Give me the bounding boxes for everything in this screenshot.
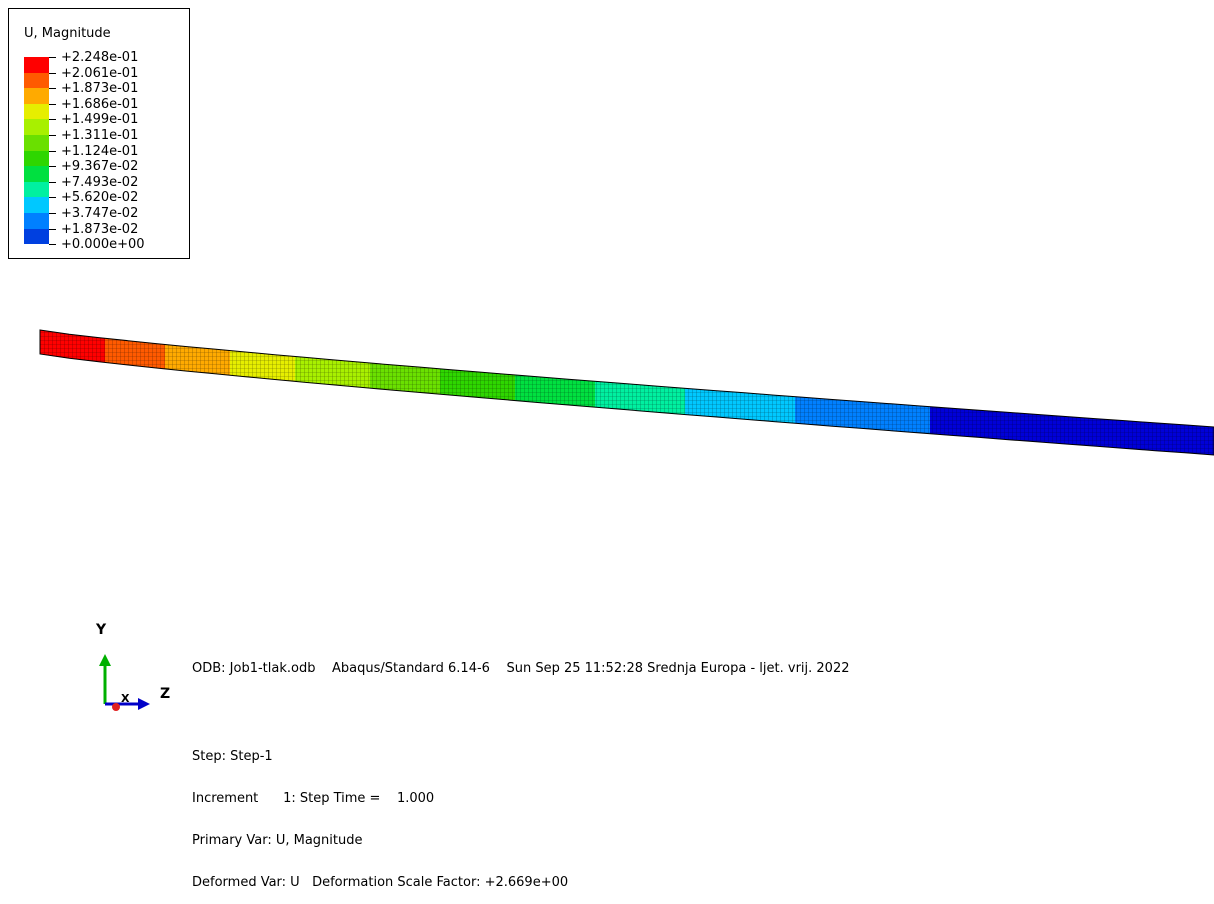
beam-mesh-overlay (515, 375, 595, 408)
beam-mesh-overlay (230, 350, 295, 382)
legend-swatch (24, 212, 49, 229)
beam-mesh-overlay (370, 363, 440, 395)
legend-value-label: +0.000e+00 (61, 237, 145, 253)
legend-value-label: +5.620e-02 (61, 190, 139, 206)
legend-swatch (24, 57, 49, 73)
legend-value-label: +9.367e-02 (61, 159, 139, 175)
legend-swatch (24, 119, 49, 135)
beam-mesh-overlay (440, 368, 515, 401)
legend-entry: +1.873e-02 (49, 223, 189, 239)
legend-entry: +1.311e-01 (49, 129, 189, 145)
odb-info-line: ODB: Job1-tlak.odb Abaqus/Standard 6.14-… (192, 661, 850, 676)
legend-entry: +7.493e-02 (49, 176, 189, 192)
legend-value-label: +1.311e-01 (61, 128, 139, 143)
y-axis-label: Y (96, 622, 107, 638)
deformed-beam-viewport[interactable] (0, 0, 1214, 749)
legend-entry: +0.000e+00 (49, 238, 189, 254)
legend-value-label: +1.873e-01 (61, 81, 139, 97)
x-axis-label: X (121, 692, 130, 705)
step-line: Step: Step-1 (192, 749, 273, 764)
legend-swatch (24, 166, 49, 182)
legend-value-label: +2.061e-01 (61, 65, 139, 81)
legend-entry: +3.747e-02 (49, 207, 189, 223)
legend-swatch (24, 228, 49, 245)
beam-mesh-overlay (685, 388, 795, 424)
beam-mesh-overlay (105, 338, 165, 369)
legend-entry: +1.686e-01 (49, 98, 189, 114)
legend-color-bar (24, 57, 49, 245)
legend-swatch (24, 181, 49, 198)
legend-value-label: +2.248e-01 (61, 50, 139, 65)
beam-mesh-overlay (595, 381, 685, 415)
legend-value-label: +1.499e-01 (61, 112, 139, 128)
legend-entry: +1.873e-01 (49, 82, 189, 98)
legend-title: U, Magnitude (24, 26, 111, 41)
beam-mesh-overlay (295, 356, 370, 389)
legend-value-label: +7.493e-02 (61, 174, 139, 190)
axis-triad: Y Z X (88, 620, 188, 720)
beam-mesh-overlay (40, 330, 105, 363)
legend-swatch (24, 88, 49, 104)
legend-swatch (24, 150, 49, 167)
deformed-var-line: Deformed Var: U Deformation Scale Factor… (192, 875, 569, 890)
legend-value-label: +1.873e-02 (61, 221, 139, 237)
legend-value-label: +1.686e-01 (61, 96, 139, 112)
legend-entry: +1.499e-01 (49, 113, 189, 129)
beam-mesh-overlay (930, 406, 1214, 455)
viewport-info-block: ODB: Job1-tlak.odb Abaqus/Standard 6.14-… (192, 634, 850, 904)
legend-swatch (24, 197, 49, 213)
legend-entry: +5.620e-02 (49, 191, 189, 207)
beam-mesh (39, 329, 1214, 456)
legend-entry: +9.367e-02 (49, 160, 189, 176)
primary-var-line: Primary Var: U, Magnitude (192, 833, 363, 848)
legend-box: U, Magnitude +2.248e-01 +2.061e-01 +1.873e… (8, 8, 190, 259)
increment-line: Increment 1: Step Time = 1.000 (192, 791, 435, 806)
legend-swatch (24, 72, 49, 89)
legend-entry: +2.061e-01 (49, 67, 189, 83)
legend-value-label: +3.747e-02 (61, 206, 139, 221)
x-axis-indicator (112, 703, 120, 711)
beam-mesh-overlay (795, 396, 930, 434)
beam-outline (39, 329, 1214, 456)
z-axis-label: Z (160, 686, 171, 702)
legend-swatch (24, 103, 49, 120)
legend-entry: +1.124e-01 (49, 145, 189, 161)
beam-mesh-overlay (165, 344, 230, 376)
legend-entry: +2.248e-01 (49, 51, 189, 67)
legend-swatch (24, 134, 49, 151)
legend-value-label: +1.124e-01 (61, 143, 139, 159)
